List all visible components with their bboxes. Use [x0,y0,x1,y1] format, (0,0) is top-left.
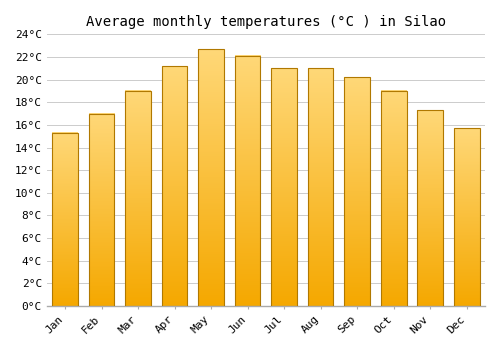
Bar [198,49,224,306]
Bar [308,68,334,306]
Bar [381,91,406,306]
Bar [344,77,370,306]
Bar [89,113,114,306]
Bar [126,91,151,306]
Bar [162,66,188,306]
Bar [418,110,443,306]
Title: Average monthly temperatures (°C ) in Silao: Average monthly temperatures (°C ) in Si… [86,15,446,29]
Bar [454,128,479,306]
Bar [235,56,260,306]
Bar [272,68,297,306]
Bar [52,133,78,306]
